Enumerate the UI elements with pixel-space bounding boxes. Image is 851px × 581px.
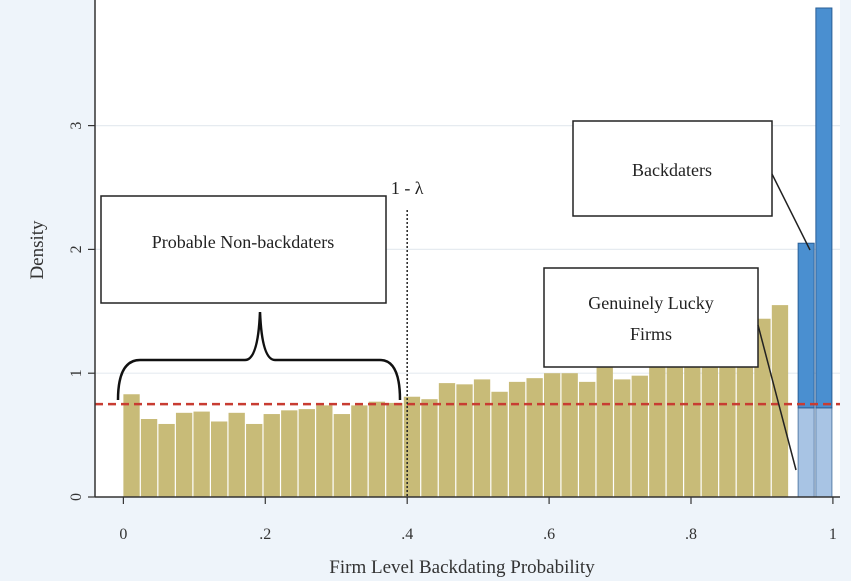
bar-6 (228, 412, 245, 497)
stacked-lower-0 (797, 407, 815, 498)
stacked-upper-1 (815, 7, 833, 409)
bar-21 (491, 391, 508, 497)
bar-14 (368, 401, 386, 497)
bar-2 (158, 423, 175, 497)
bar-3 (175, 412, 193, 497)
bar-20 (473, 379, 491, 497)
y-axis-title: Density (27, 220, 48, 280)
bar-0 (123, 394, 140, 497)
bar-32 (684, 359, 701, 497)
stacked-lower-1 (815, 407, 833, 498)
x-axis-title: Firm Level Backdating Probability (329, 557, 595, 578)
x-tick-label-2: .4 (401, 526, 413, 543)
annotation-lucky-firms-line2: Firms (630, 324, 672, 344)
bar-10 (298, 409, 315, 497)
bar-23 (526, 378, 543, 497)
x-tick-label-1: .2 (259, 526, 271, 543)
bar-30 (649, 367, 666, 497)
bar-9 (281, 410, 298, 497)
bar-29 (631, 375, 648, 497)
bar-12 (333, 414, 351, 497)
bar-33 (701, 342, 719, 497)
bar-7 (246, 423, 263, 497)
y-tick-label-0: 0 (68, 493, 85, 501)
bar-5 (211, 421, 228, 497)
annotation-lucky-firms-line1: Genuinely Lucky (588, 293, 713, 313)
bar-18 (438, 383, 456, 497)
bar-31 (666, 363, 683, 497)
annotation-backdaters: Backdaters (572, 120, 811, 251)
bar-24 (543, 373, 561, 497)
stacked-bars (797, 7, 833, 498)
bar-16 (403, 396, 421, 497)
bar-27 (596, 365, 613, 497)
lambda-label: 1 - λ (391, 178, 424, 198)
bar-8 (263, 414, 280, 497)
x-tick-label-5: 1 (829, 526, 837, 543)
y-tick-label-3: 3 (68, 122, 85, 130)
bar-4 (193, 411, 210, 497)
x-tick-label-4: .8 (685, 526, 697, 543)
bar-17 (421, 399, 438, 497)
backdaters-pointer (771, 173, 811, 251)
bar-35 (736, 326, 754, 497)
lucky-firms-pointer (757, 324, 797, 471)
bar-13 (351, 405, 368, 497)
annotation-non-backdaters: Probable Non-backdaters (100, 195, 402, 401)
bar-15 (386, 402, 403, 497)
y-tick-label-2: 2 (68, 245, 85, 253)
annotation-non-backdaters-text: Probable Non-backdaters (152, 232, 334, 252)
bar-19 (456, 384, 473, 497)
y-tick-label-1: 1 (68, 369, 85, 377)
bar-22 (508, 381, 526, 497)
x-tick-label-0: 0 (119, 526, 127, 543)
bar-1 (140, 419, 158, 497)
bar-11 (316, 405, 333, 497)
annotation-lucky-firms: Genuinely Lucky Firms (543, 267, 797, 471)
bar-34 (719, 336, 736, 497)
y-ticks: 0 1 2 3 (68, 122, 95, 501)
x-ticks: 0 .2 .4 .6 .8 1 (119, 497, 837, 543)
bar-25 (561, 373, 578, 497)
stacked-upper-0 (797, 242, 815, 409)
bar-37 (771, 305, 789, 497)
bar-28 (614, 379, 631, 497)
bar-26 (579, 381, 596, 497)
annotation-backdaters-text: Backdaters (632, 160, 712, 180)
curly-brace (116, 311, 402, 401)
x-tick-label-3: .6 (543, 526, 555, 543)
